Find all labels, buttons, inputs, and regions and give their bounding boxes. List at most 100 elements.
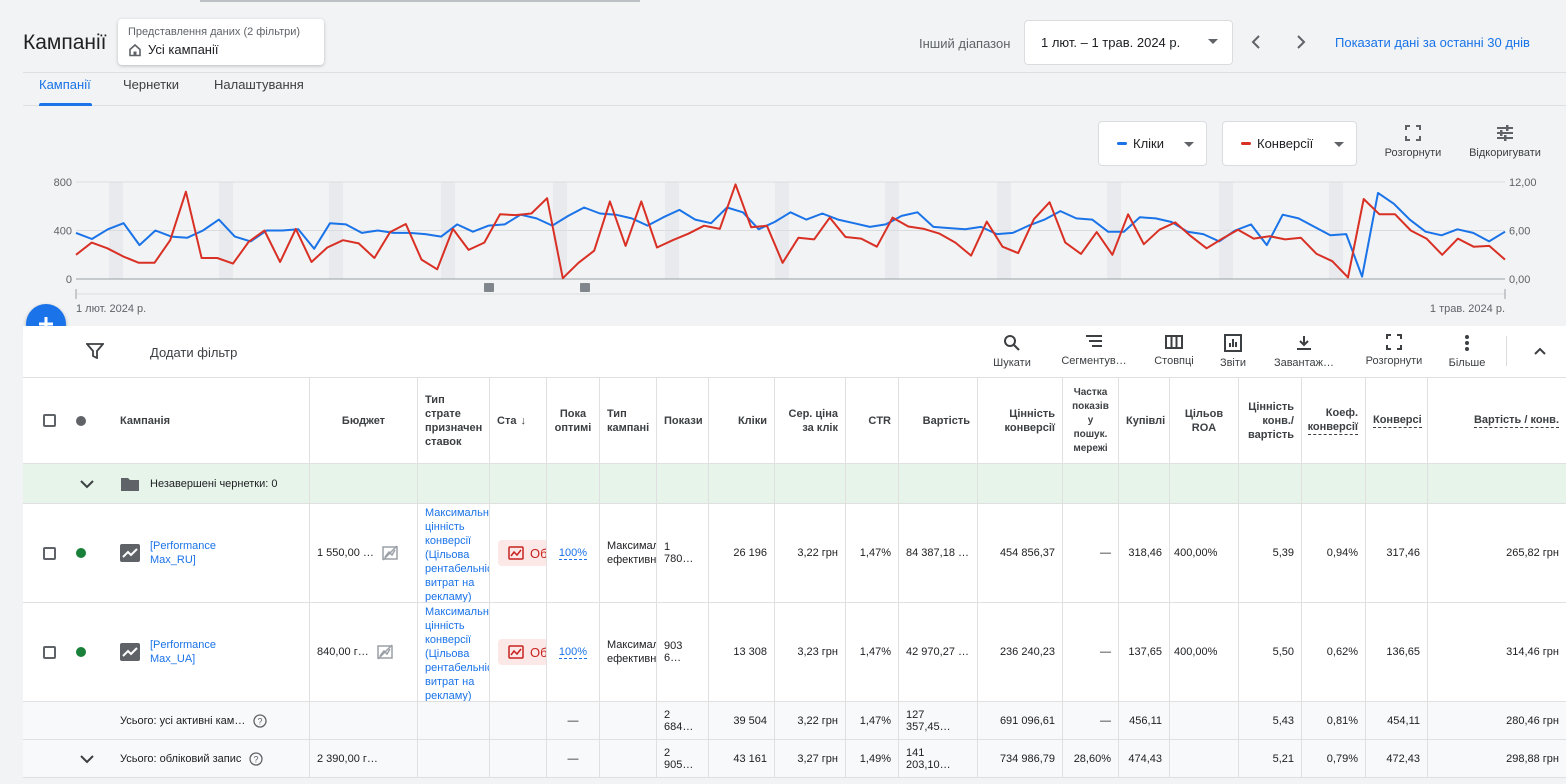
bid-strategy-link[interactable]: Максимальна цінність конверсії (Цільова … (418, 603, 490, 701)
col-optimization[interactable]: Пока оптимі (547, 378, 600, 463)
status-cell: Об (490, 603, 547, 701)
campaign-name-link[interactable]: [Performance Max_RU] (150, 540, 217, 566)
campaign-cell: [Performance Max_RU] (113, 504, 310, 602)
chevron-down-icon[interactable] (79, 479, 95, 489)
download-button[interactable]: Завантаж… (1269, 334, 1339, 369)
filter-icon[interactable] (86, 343, 104, 359)
chevron-down-icon[interactable] (79, 754, 95, 764)
chart-expand-button[interactable]: Розгорнути (1380, 125, 1446, 159)
conversions-value: 317,46 (1366, 504, 1428, 602)
col-campaign[interactable]: Кампанія (113, 378, 310, 463)
row-checkbox[interactable] (42, 546, 56, 560)
x-end-label: 1 трав. 2024 р. (1430, 303, 1505, 315)
impression-share-value: — (1063, 603, 1119, 701)
more-button[interactable]: Більше (1445, 334, 1489, 369)
total-label-cell: Усього: обліковий запис ? (113, 740, 310, 777)
clicks-value: 26 196 (709, 504, 775, 602)
col-avg-cpc[interactable]: Сер. ціна за клік (775, 378, 846, 463)
budget-limited-icon[interactable] (382, 545, 398, 561)
next-period-button[interactable] (1291, 30, 1311, 54)
last-30-days-link[interactable]: Показати дані за останні 30 днів (1335, 35, 1530, 50)
col-conversions[interactable]: Конверсі (1366, 378, 1428, 463)
total-cost-per-conv: 298,88 грн (1506, 752, 1559, 765)
row-checkbox[interactable] (42, 645, 56, 659)
campaign-cell: [Performance Max_UA] (113, 603, 310, 701)
chevron-right-icon (1297, 35, 1306, 49)
row-select-cell (23, 603, 75, 701)
download-icon (1297, 336, 1311, 350)
total-ctr: 1,49% (846, 740, 899, 777)
total-conv-value: 691 096,61 (978, 702, 1063, 739)
help-icon[interactable]: ? (249, 751, 264, 766)
status-text: Об (530, 644, 547, 660)
table-header: Кампанія Бюджет Тип страте призначен ста… (23, 378, 1566, 464)
x-start-label: 1 лют. 2024 р. (76, 303, 146, 315)
optimization-score-link[interactable]: 100% (558, 546, 588, 560)
total-cost-per-conv: 280,46 грн (1506, 714, 1559, 727)
expand-account-cell (67, 740, 107, 777)
col-budget[interactable]: Бюджет (310, 378, 418, 463)
bar-chart-icon (1224, 334, 1242, 352)
y-right-tick-label: 0,00 (1509, 274, 1530, 286)
performance-max-icon (120, 544, 140, 562)
conv-value-value: 236 240,23 (978, 603, 1063, 701)
col-clicks[interactable]: Кліки (709, 378, 775, 463)
status-header-cell (67, 378, 95, 463)
table-expand-button[interactable]: Розгорнути (1361, 334, 1427, 367)
annotation-marker (580, 283, 590, 292)
col-impression-share[interactable]: Частка показів у пошук. мережі (1063, 378, 1119, 463)
cost-per-conv-value: 314,46 грн (1506, 646, 1559, 658)
col-value-cost[interactable]: Цінність конв./ вартість (1239, 378, 1302, 463)
date-range-select[interactable]: 1 лют. – 1 трав. 2024 р. (1024, 20, 1233, 65)
conversions-value: 136,65 (1366, 603, 1428, 701)
table-row[interactable]: [Performance Max_UA] 840,00 г… Максималь… (23, 603, 1566, 702)
select-all-checkbox[interactable] (42, 414, 56, 427)
columns-button[interactable]: Стовпці (1149, 334, 1199, 367)
add-filter-button[interactable]: Додати фільтр (150, 345, 238, 360)
status-badge[interactable]: Об (498, 639, 547, 665)
bid-strategy-link[interactable]: Максимальна цінність конверсії (Цільова … (418, 504, 490, 602)
prev-period-button[interactable] (1246, 30, 1266, 54)
col-target-roas[interactable]: Цільов ROA (1170, 378, 1239, 463)
col-cost-per-conv[interactable]: Вартість / конв. (1428, 378, 1566, 463)
segment-button[interactable]: Сегментув… (1059, 334, 1129, 367)
drafts-row[interactable]: Незавершені чернетки: 0 (23, 464, 1566, 504)
trend-icon (508, 546, 524, 560)
table-expand-label: Розгорнути (1365, 355, 1423, 367)
metric1-select[interactable]: Кліки (1098, 121, 1207, 166)
col-impressions[interactable]: Покази (657, 378, 709, 463)
help-icon[interactable]: ? (253, 713, 268, 728)
budget-cell: 840,00 г… (310, 603, 418, 701)
total-cost: 127 357,45… (899, 702, 978, 739)
tune-icon (1497, 125, 1513, 141)
reports-button[interactable]: Звіти (1213, 334, 1253, 369)
tab-campaigns[interactable]: Кампанії (39, 77, 91, 92)
tab-drafts[interactable]: Чернетки (123, 77, 180, 92)
optimization-score-link[interactable]: 100% (558, 645, 588, 659)
more-label: Більше (1448, 357, 1486, 369)
col-ctr[interactable]: CTR (846, 378, 899, 463)
col-conv-value[interactable]: Цінність конверсії (978, 378, 1063, 463)
col-campaign-type[interactable]: Тип кампані (600, 378, 657, 463)
campaign-name-link[interactable]: [Performance Max_UA] (150, 639, 217, 665)
total-optimization: — (547, 740, 600, 777)
col-bid-type[interactable]: Тип страте призначен ставок (418, 378, 490, 463)
table-row[interactable]: [Performance Max_RU] 1 550,00 … Максимал… (23, 504, 1566, 603)
value-cost-value: 5,50 (1239, 603, 1302, 701)
chart-adjust-button[interactable]: Відкоригувати (1463, 125, 1547, 159)
budget-limited-icon[interactable] (376, 644, 393, 660)
chevron-up-icon[interactable] (1533, 346, 1547, 356)
search-button[interactable]: Шукати (989, 334, 1035, 369)
col-status[interactable]: Ста ↓ (490, 378, 547, 463)
cost-per-conv-value: 265,82 грн (1506, 547, 1559, 559)
col-purchases[interactable]: Купівлі (1119, 378, 1170, 463)
status-badge[interactable]: Об (498, 540, 546, 566)
col-conv-rate[interactable]: Коеф. конверсії (1302, 378, 1366, 463)
purchases-value: 137,65 (1119, 603, 1170, 701)
tab-settings[interactable]: Налаштування (214, 77, 304, 92)
metric2-select[interactable]: Конверсії (1222, 121, 1357, 166)
col-cost[interactable]: Вартість (899, 378, 978, 463)
chevron-down-icon (1184, 142, 1194, 147)
view-selector[interactable]: Представлення даних (2 фільтри) Усі камп… (118, 19, 324, 65)
impressions-value: 1 780… (657, 504, 709, 602)
